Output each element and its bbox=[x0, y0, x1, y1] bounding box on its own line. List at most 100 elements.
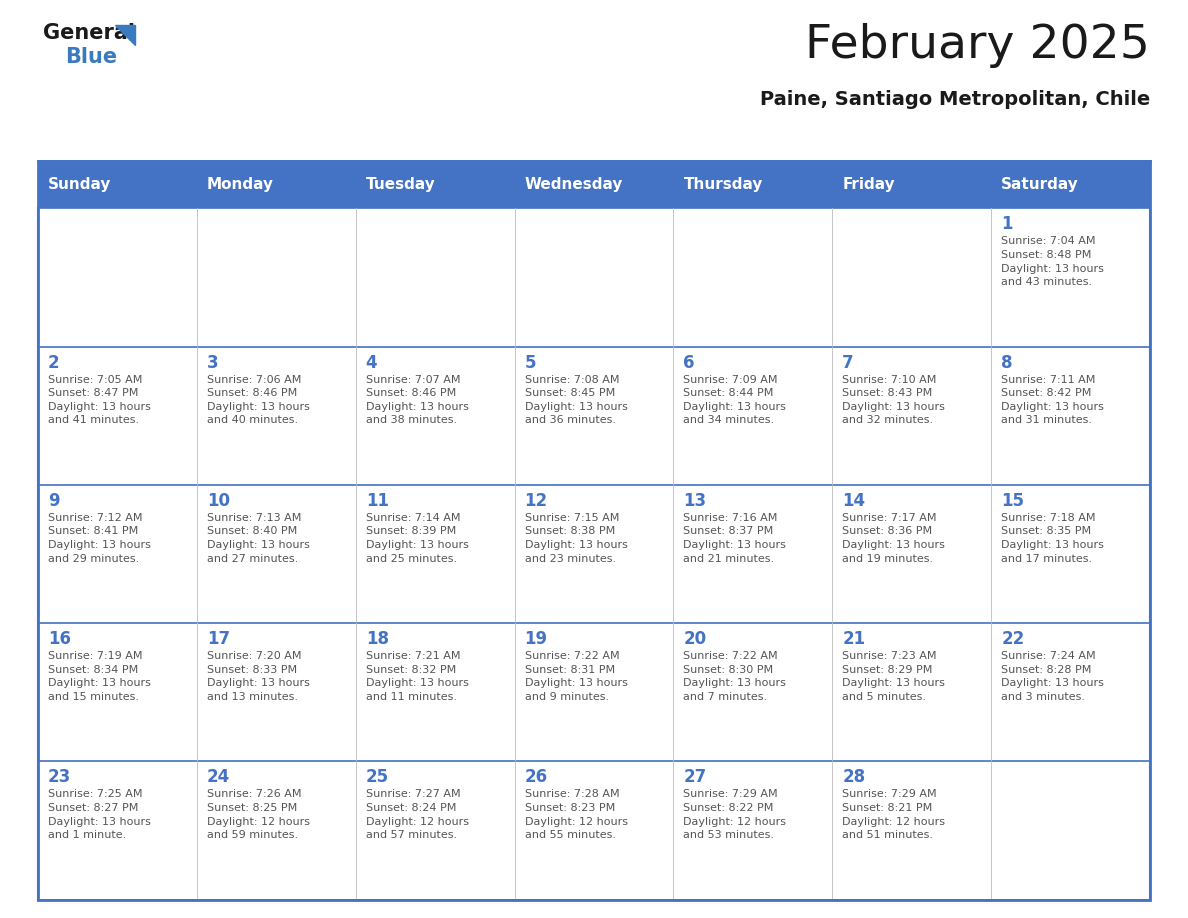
Text: Sunrise: 7:12 AM
Sunset: 8:41 PM
Daylight: 13 hours
and 29 minutes.: Sunrise: 7:12 AM Sunset: 8:41 PM Dayligh… bbox=[48, 513, 151, 564]
Text: 5: 5 bbox=[525, 353, 536, 372]
Text: 24: 24 bbox=[207, 768, 230, 787]
Text: Sunrise: 7:22 AM
Sunset: 8:31 PM
Daylight: 13 hours
and 9 minutes.: Sunrise: 7:22 AM Sunset: 8:31 PM Dayligh… bbox=[525, 651, 627, 702]
Text: Sunrise: 7:08 AM
Sunset: 8:45 PM
Daylight: 13 hours
and 36 minutes.: Sunrise: 7:08 AM Sunset: 8:45 PM Dayligh… bbox=[525, 375, 627, 425]
Text: 11: 11 bbox=[366, 492, 388, 509]
Bar bbox=[514, 623, 674, 761]
Text: Sunrise: 7:18 AM
Sunset: 8:35 PM
Daylight: 13 hours
and 17 minutes.: Sunrise: 7:18 AM Sunset: 8:35 PM Dayligh… bbox=[1001, 513, 1104, 564]
Bar bbox=[38, 761, 197, 900]
Bar bbox=[197, 623, 355, 761]
Text: February 2025: February 2025 bbox=[805, 23, 1150, 68]
Text: Sunrise: 7:23 AM
Sunset: 8:29 PM
Daylight: 13 hours
and 5 minutes.: Sunrise: 7:23 AM Sunset: 8:29 PM Dayligh… bbox=[842, 651, 946, 702]
Text: Sunrise: 7:26 AM
Sunset: 8:25 PM
Daylight: 12 hours
and 59 minutes.: Sunrise: 7:26 AM Sunset: 8:25 PM Dayligh… bbox=[207, 789, 310, 840]
Bar bbox=[674, 761, 833, 900]
Text: Blue: Blue bbox=[65, 48, 118, 67]
Bar bbox=[991, 208, 1150, 347]
Bar bbox=[355, 485, 514, 623]
Text: Sunrise: 7:10 AM
Sunset: 8:43 PM
Daylight: 13 hours
and 32 minutes.: Sunrise: 7:10 AM Sunset: 8:43 PM Dayligh… bbox=[842, 375, 946, 425]
Text: 1: 1 bbox=[1001, 216, 1012, 233]
Bar bbox=[514, 347, 674, 485]
Text: 4: 4 bbox=[366, 353, 378, 372]
Text: General: General bbox=[43, 23, 135, 43]
Bar bbox=[197, 761, 355, 900]
Text: Sunrise: 7:04 AM
Sunset: 8:48 PM
Daylight: 13 hours
and 43 minutes.: Sunrise: 7:04 AM Sunset: 8:48 PM Dayligh… bbox=[1001, 237, 1104, 287]
Text: 3: 3 bbox=[207, 353, 219, 372]
Bar bbox=[38, 623, 197, 761]
Bar bbox=[833, 347, 991, 485]
Bar bbox=[38, 161, 197, 208]
Text: Sunday: Sunday bbox=[48, 177, 112, 192]
Bar bbox=[833, 208, 991, 347]
Bar bbox=[197, 485, 355, 623]
Text: 8: 8 bbox=[1001, 353, 1012, 372]
Text: 16: 16 bbox=[48, 630, 71, 648]
Bar bbox=[197, 161, 355, 208]
Text: Sunrise: 7:13 AM
Sunset: 8:40 PM
Daylight: 13 hours
and 27 minutes.: Sunrise: 7:13 AM Sunset: 8:40 PM Dayligh… bbox=[207, 513, 310, 564]
Text: Thursday: Thursday bbox=[683, 177, 763, 192]
Bar bbox=[514, 761, 674, 900]
Bar bbox=[38, 208, 197, 347]
Text: Sunrise: 7:19 AM
Sunset: 8:34 PM
Daylight: 13 hours
and 15 minutes.: Sunrise: 7:19 AM Sunset: 8:34 PM Dayligh… bbox=[48, 651, 151, 702]
Text: Friday: Friday bbox=[842, 177, 895, 192]
Text: Sunrise: 7:11 AM
Sunset: 8:42 PM
Daylight: 13 hours
and 31 minutes.: Sunrise: 7:11 AM Sunset: 8:42 PM Dayligh… bbox=[1001, 375, 1104, 425]
Text: 26: 26 bbox=[525, 768, 548, 787]
Bar bbox=[355, 761, 514, 900]
Text: 18: 18 bbox=[366, 630, 388, 648]
Text: 23: 23 bbox=[48, 768, 71, 787]
Text: 6: 6 bbox=[683, 353, 695, 372]
Text: 19: 19 bbox=[525, 630, 548, 648]
Bar bbox=[674, 208, 833, 347]
Text: Sunrise: 7:07 AM
Sunset: 8:46 PM
Daylight: 13 hours
and 38 minutes.: Sunrise: 7:07 AM Sunset: 8:46 PM Dayligh… bbox=[366, 375, 468, 425]
Bar bbox=[991, 485, 1150, 623]
Text: Sunrise: 7:14 AM
Sunset: 8:39 PM
Daylight: 13 hours
and 25 minutes.: Sunrise: 7:14 AM Sunset: 8:39 PM Dayligh… bbox=[366, 513, 468, 564]
Bar bbox=[514, 208, 674, 347]
Bar bbox=[991, 347, 1150, 485]
Text: 22: 22 bbox=[1001, 630, 1024, 648]
Bar bbox=[514, 485, 674, 623]
Bar bbox=[674, 485, 833, 623]
Bar bbox=[355, 161, 514, 208]
Bar bbox=[991, 761, 1150, 900]
Text: Sunrise: 7:05 AM
Sunset: 8:47 PM
Daylight: 13 hours
and 41 minutes.: Sunrise: 7:05 AM Sunset: 8:47 PM Dayligh… bbox=[48, 375, 151, 425]
Text: Sunrise: 7:29 AM
Sunset: 8:21 PM
Daylight: 12 hours
and 51 minutes.: Sunrise: 7:29 AM Sunset: 8:21 PM Dayligh… bbox=[842, 789, 946, 840]
Text: 14: 14 bbox=[842, 492, 865, 509]
Text: Sunrise: 7:22 AM
Sunset: 8:30 PM
Daylight: 13 hours
and 7 minutes.: Sunrise: 7:22 AM Sunset: 8:30 PM Dayligh… bbox=[683, 651, 786, 702]
Text: Paine, Santiago Metropolitan, Chile: Paine, Santiago Metropolitan, Chile bbox=[760, 90, 1150, 109]
Text: 28: 28 bbox=[842, 768, 865, 787]
Bar bbox=[991, 161, 1150, 208]
Text: Sunrise: 7:16 AM
Sunset: 8:37 PM
Daylight: 13 hours
and 21 minutes.: Sunrise: 7:16 AM Sunset: 8:37 PM Dayligh… bbox=[683, 513, 786, 564]
Text: Sunrise: 7:27 AM
Sunset: 8:24 PM
Daylight: 12 hours
and 57 minutes.: Sunrise: 7:27 AM Sunset: 8:24 PM Dayligh… bbox=[366, 789, 469, 840]
Text: Sunrise: 7:21 AM
Sunset: 8:32 PM
Daylight: 13 hours
and 11 minutes.: Sunrise: 7:21 AM Sunset: 8:32 PM Dayligh… bbox=[366, 651, 468, 702]
Text: Sunrise: 7:15 AM
Sunset: 8:38 PM
Daylight: 13 hours
and 23 minutes.: Sunrise: 7:15 AM Sunset: 8:38 PM Dayligh… bbox=[525, 513, 627, 564]
Text: 15: 15 bbox=[1001, 492, 1024, 509]
Bar bbox=[833, 623, 991, 761]
Text: 25: 25 bbox=[366, 768, 388, 787]
Text: 20: 20 bbox=[683, 630, 707, 648]
Bar bbox=[355, 347, 514, 485]
Text: 21: 21 bbox=[842, 630, 865, 648]
Text: Sunrise: 7:06 AM
Sunset: 8:46 PM
Daylight: 13 hours
and 40 minutes.: Sunrise: 7:06 AM Sunset: 8:46 PM Dayligh… bbox=[207, 375, 310, 425]
Polygon shape bbox=[115, 26, 135, 45]
Bar bbox=[833, 761, 991, 900]
Text: 12: 12 bbox=[525, 492, 548, 509]
Text: 17: 17 bbox=[207, 630, 230, 648]
Bar bbox=[355, 623, 514, 761]
Bar bbox=[833, 161, 991, 208]
Bar bbox=[674, 623, 833, 761]
Text: Sunrise: 7:28 AM
Sunset: 8:23 PM
Daylight: 12 hours
and 55 minutes.: Sunrise: 7:28 AM Sunset: 8:23 PM Dayligh… bbox=[525, 789, 627, 840]
Text: Monday: Monday bbox=[207, 177, 274, 192]
Text: Sunrise: 7:09 AM
Sunset: 8:44 PM
Daylight: 13 hours
and 34 minutes.: Sunrise: 7:09 AM Sunset: 8:44 PM Dayligh… bbox=[683, 375, 786, 425]
Text: 2: 2 bbox=[48, 353, 59, 372]
Text: 27: 27 bbox=[683, 768, 707, 787]
Text: 13: 13 bbox=[683, 492, 707, 509]
Bar bbox=[514, 161, 674, 208]
Text: Sunrise: 7:24 AM
Sunset: 8:28 PM
Daylight: 13 hours
and 3 minutes.: Sunrise: 7:24 AM Sunset: 8:28 PM Dayligh… bbox=[1001, 651, 1104, 702]
Bar bbox=[38, 485, 197, 623]
Bar bbox=[991, 623, 1150, 761]
Text: Sunrise: 7:20 AM
Sunset: 8:33 PM
Daylight: 13 hours
and 13 minutes.: Sunrise: 7:20 AM Sunset: 8:33 PM Dayligh… bbox=[207, 651, 310, 702]
Text: Sunrise: 7:29 AM
Sunset: 8:22 PM
Daylight: 12 hours
and 53 minutes.: Sunrise: 7:29 AM Sunset: 8:22 PM Dayligh… bbox=[683, 789, 786, 840]
Bar bbox=[674, 347, 833, 485]
Text: 9: 9 bbox=[48, 492, 59, 509]
Text: Tuesday: Tuesday bbox=[366, 177, 436, 192]
Text: Wednesday: Wednesday bbox=[525, 177, 623, 192]
Text: Sunrise: 7:25 AM
Sunset: 8:27 PM
Daylight: 13 hours
and 1 minute.: Sunrise: 7:25 AM Sunset: 8:27 PM Dayligh… bbox=[48, 789, 151, 840]
